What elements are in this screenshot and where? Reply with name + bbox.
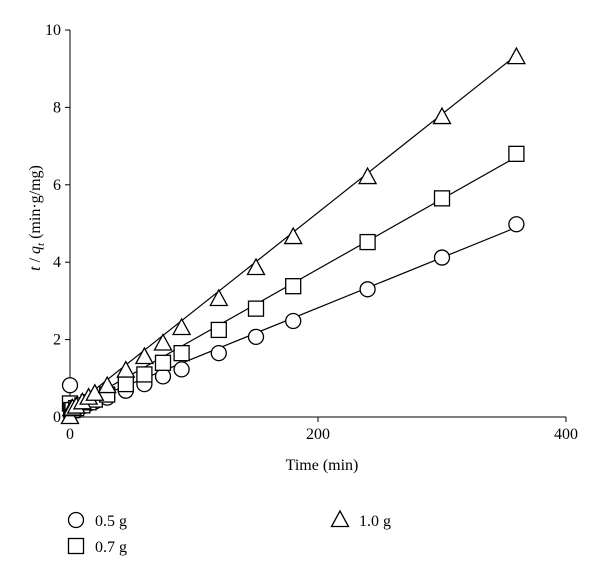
y-axis-title-unit: (min·g/mg) bbox=[27, 165, 44, 243]
y-axis-title-slash: / bbox=[27, 254, 44, 266]
legend-marker bbox=[67, 511, 85, 529]
data-point bbox=[285, 312, 302, 330]
x-tick-label: 0 bbox=[66, 426, 74, 443]
y-axis-title: t / qt (min·g/mg) bbox=[27, 165, 47, 271]
data-point bbox=[210, 321, 227, 339]
data-point bbox=[173, 361, 190, 378]
data-point bbox=[285, 278, 302, 295]
data-point bbox=[283, 226, 303, 245]
y-tick-label: 0 bbox=[53, 409, 61, 426]
data-point bbox=[432, 106, 452, 125]
y-axis-title-t: t bbox=[27, 266, 44, 271]
y-tick-label: 10 bbox=[45, 22, 61, 39]
legend: 0.5 g 0.7 g 1.0 g bbox=[67, 509, 391, 556]
data-point bbox=[134, 346, 154, 365]
data-point bbox=[359, 281, 376, 298]
data-point bbox=[153, 333, 173, 351]
data-point bbox=[154, 354, 172, 371]
x-axis-title: Time (min) bbox=[286, 457, 359, 474]
data-point bbox=[61, 377, 79, 394]
x-tick-label: 400 bbox=[554, 426, 578, 443]
data-point bbox=[172, 317, 192, 336]
axes: 0 200 400 0 2 4 6 8 10 bbox=[45, 22, 578, 443]
y-tick-label: 2 bbox=[53, 332, 61, 349]
legend-label: 0.5 g bbox=[95, 513, 127, 530]
data-point bbox=[117, 375, 134, 393]
data-point bbox=[359, 233, 376, 251]
data-points bbox=[60, 46, 526, 425]
legend-label: 0.7 g bbox=[95, 539, 127, 556]
legend-marker bbox=[67, 537, 85, 555]
data-point bbox=[506, 46, 526, 65]
data-point bbox=[433, 249, 451, 266]
x-tick-label: 200 bbox=[306, 426, 330, 443]
data-point bbox=[136, 366, 153, 383]
data-point bbox=[154, 368, 172, 385]
data-point bbox=[97, 375, 117, 394]
y-tick-label: 8 bbox=[53, 99, 61, 116]
data-point bbox=[116, 360, 136, 378]
y-axis-title-subscript: t bbox=[35, 242, 47, 246]
data-point bbox=[508, 216, 525, 233]
legend-label: 1.0 g bbox=[359, 513, 391, 530]
y-tick-label: 4 bbox=[53, 254, 61, 271]
data-point bbox=[210, 344, 227, 362]
data-point bbox=[247, 300, 265, 317]
data-point bbox=[173, 344, 190, 362]
data-point bbox=[508, 145, 525, 162]
data-point bbox=[247, 328, 265, 346]
data-point bbox=[209, 288, 229, 307]
legend-marker bbox=[330, 509, 350, 528]
data-point bbox=[358, 166, 378, 185]
data-point bbox=[433, 190, 451, 207]
y-tick-label: 6 bbox=[53, 177, 61, 194]
data-point bbox=[246, 257, 266, 276]
y-axis-title-q: q bbox=[27, 246, 44, 254]
